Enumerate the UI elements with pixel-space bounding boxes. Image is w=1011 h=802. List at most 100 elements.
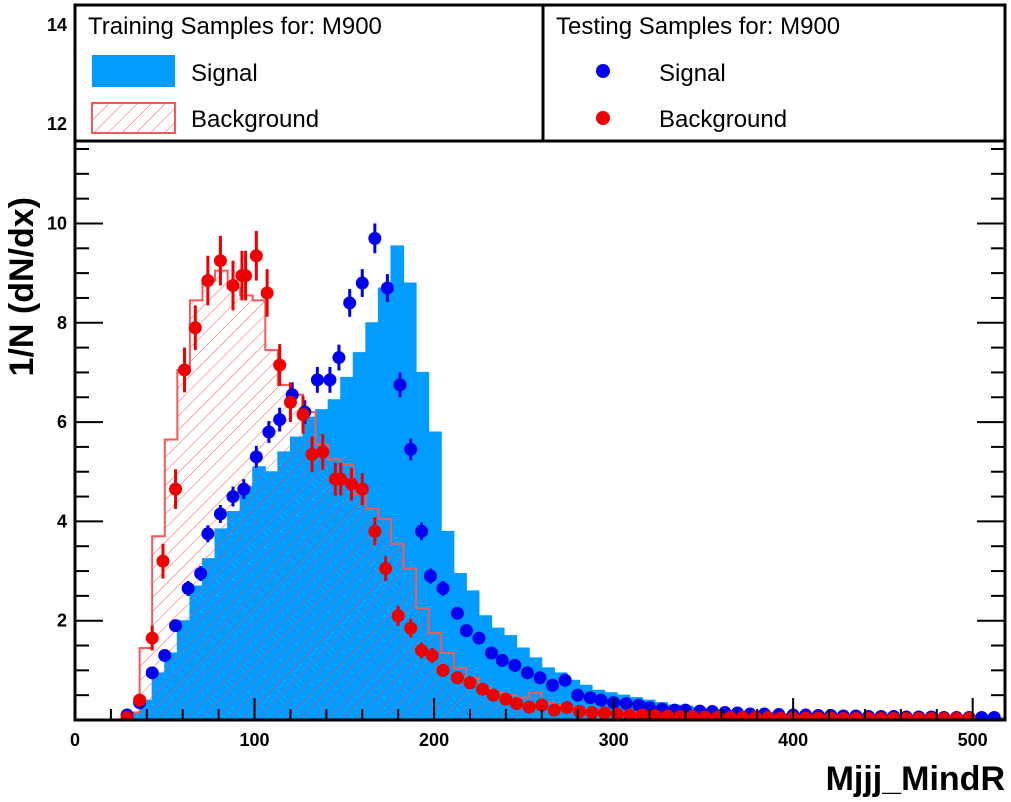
testing-background-points	[120, 249, 976, 720]
testing-legend-box	[541, 3, 1007, 143]
x-tick-label: 300	[599, 730, 629, 750]
testing-background-point	[585, 706, 599, 720]
testing-background-point	[156, 554, 170, 568]
testing-background-point	[404, 621, 418, 635]
background-legend-swatch	[91, 102, 176, 134]
testing-background-point	[226, 279, 240, 293]
testing-signal-point	[987, 711, 1001, 720]
y-tick-label: 14	[47, 15, 67, 35]
testing-signal-point	[632, 698, 646, 712]
testing-background-point	[660, 709, 674, 720]
training-signal-legend-label: Signal	[191, 60, 258, 87]
testing-signal-point	[533, 671, 547, 685]
testing-background-point	[499, 692, 513, 706]
y-tick-label: 10	[47, 213, 67, 233]
x-tick-label: 0	[70, 730, 80, 750]
testing-background-point	[486, 688, 500, 702]
testing-background-point	[368, 524, 382, 538]
testing-signal-point	[393, 378, 407, 392]
testing-signal-point	[975, 711, 989, 720]
testing-signal-point	[343, 296, 357, 310]
axis-tick-labels: 0 100 200 300 400 500 2 4 6 8 10 12 14	[47, 15, 988, 750]
testing-signal-point	[249, 450, 263, 464]
testing-background-point	[249, 249, 263, 263]
x-tick-label: 500	[958, 730, 988, 750]
testing-background-point	[334, 472, 348, 486]
testing-background-point	[635, 708, 649, 720]
testing-background-point	[547, 703, 561, 717]
testing-signal-point	[436, 581, 450, 595]
testing-signal-point	[237, 482, 251, 496]
training-legend-title: Training Samples for: M900	[88, 13, 382, 40]
testing-signal-point	[583, 691, 597, 705]
background-marker-legend-icon	[596, 111, 610, 125]
testing-background-point	[425, 648, 439, 662]
testing-background-point	[239, 269, 253, 283]
testing-background-point	[912, 712, 926, 720]
y-tick-label: 4	[57, 511, 67, 531]
testing-background-point	[698, 710, 712, 720]
testing-background-point	[296, 408, 310, 422]
testing-signal-point	[368, 231, 382, 245]
testing-background-point	[260, 286, 274, 300]
testing-background-point	[213, 254, 227, 268]
training-background-legend-label: Background	[191, 106, 319, 133]
plot-area	[75, 223, 1005, 720]
testing-signal-point	[145, 666, 159, 680]
testing-background-point	[379, 562, 393, 576]
testing-signal-point	[558, 673, 572, 687]
testing-background-point	[560, 701, 574, 715]
testing-signal-point	[571, 688, 585, 702]
testing-background-point	[736, 711, 750, 720]
testing-signal-point	[423, 569, 437, 583]
x-axis-title: Mjjj_MindR	[826, 760, 1005, 798]
testing-background-point	[899, 712, 913, 720]
signal-marker-legend-icon	[596, 64, 610, 78]
testing-background-legend-label: Background	[659, 106, 787, 133]
testing-background-point	[273, 358, 287, 372]
testing-background-point	[673, 710, 687, 720]
x-tick-label: 400	[778, 730, 808, 750]
testing-background-point	[344, 477, 358, 491]
testing-background-point	[623, 708, 637, 720]
testing-background-point	[924, 712, 938, 720]
testing-background-point	[849, 712, 863, 720]
testing-signal-point	[169, 619, 183, 633]
y-tick-label: 2	[57, 611, 67, 631]
testing-background-point	[648, 709, 662, 720]
testing-signal-point	[355, 276, 369, 290]
testing-background-point	[836, 712, 850, 720]
testing-background-point	[874, 712, 888, 720]
testing-background-point	[120, 711, 134, 720]
x-tick-label: 200	[419, 730, 449, 750]
testing-signal-point	[459, 624, 473, 638]
testing-background-point	[355, 482, 369, 496]
testing-background-point	[748, 711, 762, 720]
testing-signal-point	[158, 648, 172, 662]
training-background-hatch	[75, 270, 1005, 720]
testing-signal-point	[310, 373, 324, 387]
testing-background-point	[887, 712, 901, 720]
testing-signal-point	[181, 581, 195, 595]
y-tick-label: 6	[57, 412, 67, 432]
testing-background-point	[598, 706, 612, 720]
testing-background-point	[463, 676, 477, 690]
testing-signal-point	[404, 442, 418, 456]
testing-background-point	[774, 711, 788, 720]
testing-background-point	[169, 482, 183, 496]
testing-background-point	[723, 711, 737, 720]
testing-background-point	[510, 697, 524, 711]
testing-background-point	[950, 712, 964, 720]
testing-signal-point	[594, 693, 608, 707]
testing-background-point	[188, 321, 202, 335]
testing-background-point	[761, 711, 775, 720]
testing-background-point	[572, 705, 586, 719]
testing-signal-point	[332, 351, 346, 365]
testing-signal-point	[495, 653, 509, 667]
testing-background-point	[811, 711, 825, 720]
testing-signal-point	[323, 373, 337, 387]
testing-background-point	[178, 363, 192, 377]
testing-signal-point	[201, 527, 215, 541]
testing-signal-point	[508, 658, 522, 672]
